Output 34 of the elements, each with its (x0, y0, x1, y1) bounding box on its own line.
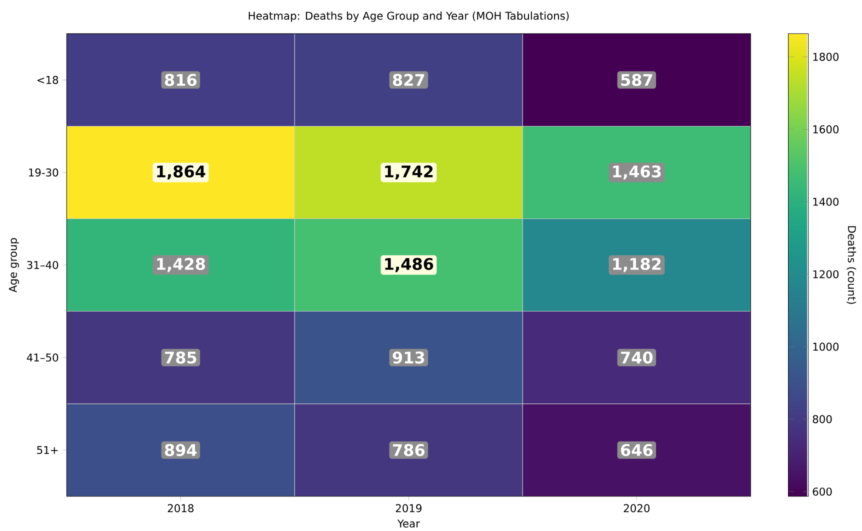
data-label: 1,864 (157, 165, 206, 180)
y-tick-label: 19-30 (29, 168, 58, 176)
data-label: 913 (392, 351, 424, 364)
y-axis-title: Age group (8, 238, 19, 292)
data-label: 1,428 (157, 258, 205, 272)
data-label: 786 (393, 444, 425, 456)
x-axis-title: Year (397, 520, 420, 528)
data-label: 827 (392, 74, 424, 86)
color-bar-label: 1400 (813, 198, 839, 206)
color-bar-label: 800 (812, 415, 832, 424)
data-label: 816 (164, 74, 197, 86)
color-bar-label: 1000 (813, 342, 839, 351)
x-tick-label: 2020 (624, 504, 650, 512)
data-label: 1,463 (613, 165, 661, 180)
x-tick-label: 2018 (168, 504, 194, 512)
data-label: 740 (621, 351, 653, 364)
x-tick-label: 2019 (396, 504, 422, 512)
data-label: 1,742 (385, 165, 433, 180)
color-bar-label: 600 (812, 488, 832, 496)
y-tick-label: <18 (37, 76, 58, 84)
data-label: 646 (620, 444, 653, 456)
data-label: 785 (165, 351, 196, 364)
data-label: 1,486 (385, 258, 434, 272)
color-bar-label: 1600 (813, 125, 839, 134)
data-label: 1,182 (613, 258, 661, 272)
y-tick-label: 51+ (37, 446, 58, 454)
color-bar-label: 1800 (813, 52, 839, 61)
color-bar-title: Deaths (count) (846, 226, 856, 304)
color-bar-label: 1200 (813, 270, 839, 278)
data-label: 894 (164, 444, 197, 456)
y-tick-label: 41–50 (26, 353, 58, 362)
chart-title: Heatmap: Deaths by Age Group and Year (MOH Tabulations) (248, 12, 569, 22)
data-label: 587 (621, 74, 652, 86)
y-tick-label: 31–40 (27, 260, 58, 270)
